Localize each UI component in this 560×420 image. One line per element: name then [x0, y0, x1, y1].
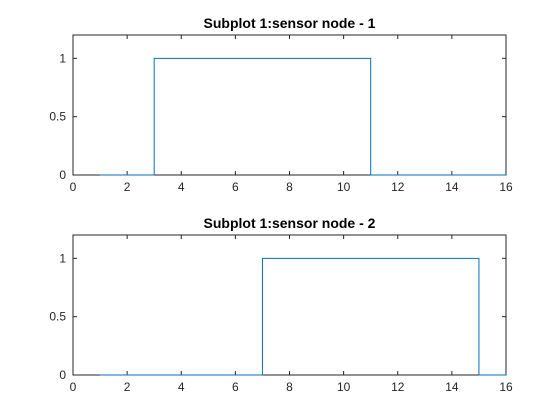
- x-tick-label: 8: [286, 180, 293, 194]
- x-tick-label: 12: [391, 380, 405, 394]
- x-tick-label: 12: [391, 180, 405, 194]
- chart-title: Subplot 1:sensor node - 2: [204, 215, 376, 231]
- x-tick-label: 16: [499, 180, 513, 194]
- x-tick-label: 2: [124, 180, 131, 194]
- x-tick-label: 0: [70, 180, 77, 194]
- x-tick-label: 4: [178, 180, 185, 194]
- x-tick-label: 4: [178, 380, 185, 394]
- x-tick-label: 16: [499, 380, 513, 394]
- y-tick-label: 0: [59, 368, 66, 382]
- series-line-1: [100, 57, 506, 176]
- x-tick-label: 6: [232, 380, 239, 394]
- x-tick-label: 14: [445, 380, 459, 394]
- x-tick-label: 0: [70, 380, 77, 394]
- subplot-1: Subplot 1:sensor node - 1 0 2 4 6 8 10 12 14 16 0 0…: [49, 15, 513, 194]
- series-line-1: [100, 257, 506, 376]
- x-tick-label: 14: [445, 180, 459, 194]
- axes-box: [72, 234, 507, 376]
- y-tick-label: 0: [59, 168, 66, 182]
- x-tick-label: 2: [124, 380, 131, 394]
- x-tick-label: 10: [337, 180, 351, 194]
- x-tick-label: 6: [232, 180, 239, 194]
- axes-box: [72, 34, 507, 176]
- x-tick-label: 10: [337, 380, 351, 394]
- y-tick-label: 0.5: [49, 310, 66, 324]
- y-tick-label: 0.5: [49, 110, 66, 124]
- chart-title: Subplot 1:sensor node - 1: [204, 15, 376, 31]
- subplot-2: Subplot 1:sensor node - 2 0 2 4 6 8 10 12 14 16 0 0…: [49, 215, 513, 394]
- x-tick-label: 8: [286, 380, 293, 394]
- y-tick-label: 1: [59, 51, 66, 65]
- y-tick-label: 1: [59, 251, 66, 265]
